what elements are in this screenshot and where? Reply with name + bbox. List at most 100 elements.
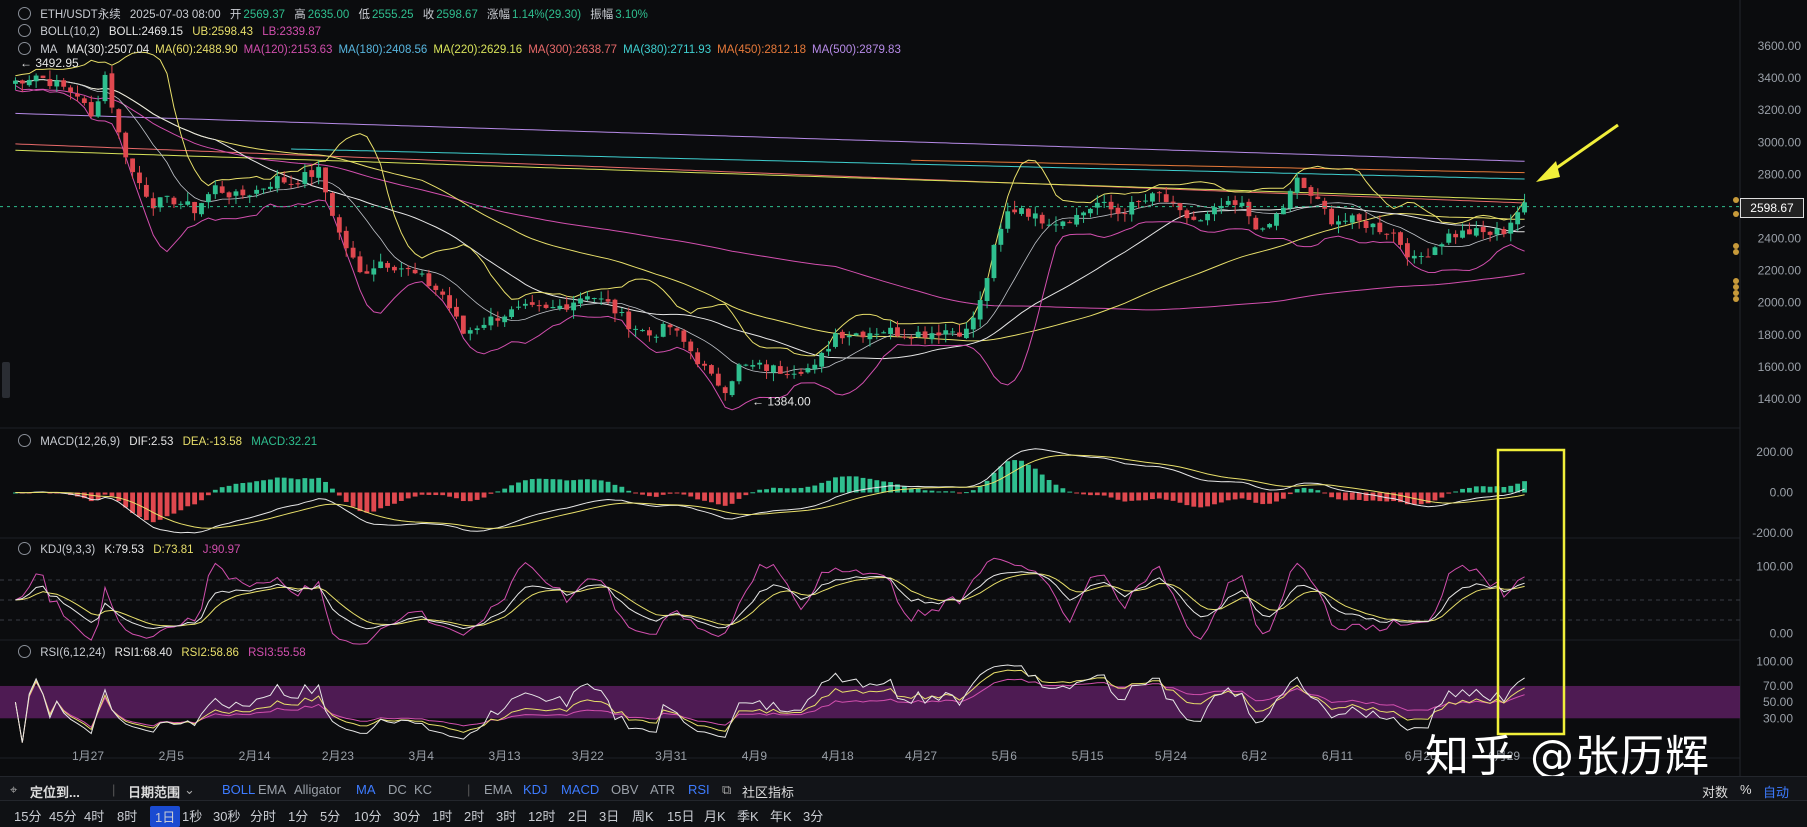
visibility-icon[interactable] [18, 542, 31, 555]
candle-body [1391, 232, 1397, 234]
interval-1时[interactable]: 1时 [432, 809, 453, 824]
macd-bar [895, 484, 900, 493]
interval-年K[interactable]: 年K [770, 809, 792, 824]
macd-bar [529, 479, 535, 493]
candle-body [591, 298, 597, 300]
candle-body [564, 304, 570, 310]
candle-body [1308, 187, 1314, 196]
macd-bar [1032, 468, 1038, 493]
indicator-ma[interactable]: MA [356, 782, 376, 797]
interval-3时[interactable]: 3时 [496, 809, 517, 824]
visibility-icon[interactable] [18, 24, 31, 37]
candle-body [247, 195, 253, 197]
auto-scale-button[interactable]: 自动 [1763, 785, 1790, 800]
macd-bar [1301, 487, 1307, 493]
candle-body [853, 333, 859, 336]
visibility-icon[interactable] [18, 434, 31, 447]
interval-1分[interactable]: 1分 [288, 809, 309, 824]
candle-body [205, 194, 211, 203]
candle-body [1501, 229, 1507, 235]
boll-lower [15, 85, 1525, 411]
interval-1秒[interactable]: 1秒 [182, 809, 203, 824]
interval-45分[interactable]: 45分 [49, 809, 77, 824]
interval-1日[interactable]: 1日 [150, 806, 181, 827]
interval-分时[interactable]: 分时 [250, 809, 277, 824]
interval-15日[interactable]: 15日 [667, 809, 695, 824]
visibility-icon[interactable] [18, 42, 31, 55]
candle-body [736, 364, 742, 382]
candle-body [881, 332, 887, 334]
interval-30分[interactable]: 30分 [393, 809, 421, 824]
interval-30秒[interactable]: 30秒 [213, 809, 241, 824]
chevron-down-icon[interactable]: ⌄ [184, 782, 195, 797]
candle-body [302, 171, 308, 184]
interval-2时[interactable]: 2时 [464, 809, 485, 824]
macd-bar [1136, 492, 1142, 501]
candle-body [1005, 211, 1011, 229]
candle-body [867, 333, 873, 340]
candle-body [1156, 192, 1162, 194]
interval-15分[interactable]: 15分 [14, 809, 42, 824]
candle-body [157, 197, 163, 208]
macd-bar [385, 492, 390, 506]
macd-bar [1122, 492, 1128, 502]
macd-bar [1191, 492, 1197, 507]
macd-bar [970, 490, 976, 493]
interval-3分[interactable]: 3分 [803, 809, 824, 824]
interval-4时[interactable]: 4时 [84, 809, 105, 824]
indicator-kdj[interactable]: KDJ [523, 782, 548, 797]
indicator-dc[interactable]: DC [388, 782, 407, 797]
indicator-alligator[interactable]: Alligator [294, 782, 341, 797]
ma-item-1: MA(60):2488.90 [155, 44, 238, 56]
locate-icon[interactable]: ⌖ [10, 782, 18, 797]
indicator-kc[interactable]: KC [414, 782, 433, 797]
date-tick: 5月6 [992, 749, 1018, 763]
indicator-macd[interactable]: MACD [561, 782, 600, 797]
interval-8时[interactable]: 8时 [117, 809, 138, 824]
indicator-atr[interactable]: ATR [650, 782, 676, 797]
interval-12时[interactable]: 12时 [528, 809, 556, 824]
macd-bar [1404, 492, 1410, 505]
rsi2-line [14, 669, 1525, 743]
interval-3日[interactable]: 3日 [599, 809, 620, 824]
macd-bar [812, 485, 818, 493]
interval-2日[interactable]: 2日 [568, 809, 589, 824]
indicator-ema[interactable]: EMA [484, 782, 513, 797]
visibility-icon[interactable] [18, 645, 31, 658]
candle-body [13, 80, 18, 84]
community-icon: ⧉ [722, 782, 732, 797]
indicator-ema[interactable]: EMA [258, 782, 287, 797]
macd-bar [212, 489, 218, 493]
candle-body [1019, 208, 1024, 214]
interval-月K[interactable]: 月K [704, 809, 726, 824]
candle-body [440, 291, 446, 295]
date-range-button[interactable]: 日期范围 [128, 785, 181, 800]
interval-5分[interactable]: 5分 [320, 809, 341, 824]
visibility-icon[interactable] [18, 7, 31, 20]
interval-季K[interactable]: 季K [737, 809, 759, 824]
candle-body [123, 132, 129, 158]
locate-button[interactable]: 定位到... [30, 785, 80, 800]
community-indicators-button[interactable]: 社区指标 [742, 785, 795, 800]
macd-bar [1094, 492, 1100, 496]
chart-canvas[interactable]: 3600.003400.003200.003000.002800.002600.… [0, 0, 1807, 776]
price-tick: 1400.00 [1758, 392, 1802, 406]
macd-bar [516, 482, 521, 493]
candle-body [1191, 216, 1197, 220]
macd-bar [1074, 492, 1080, 494]
indicator-obv[interactable]: OBV [611, 782, 639, 797]
interval-周K[interactable]: 周K [632, 809, 654, 824]
candle-body [619, 312, 625, 314]
low-value: 2555.25 [371, 9, 414, 21]
candle-body [1494, 228, 1500, 235]
indicator-boll[interactable]: BOLL [222, 782, 256, 797]
boll-mid: BOLL:2469.15 [108, 26, 184, 38]
log-scale-button[interactable]: 对数 [1702, 785, 1729, 800]
macd-bar [757, 489, 763, 493]
macd-bar [205, 492, 211, 496]
indicator-rsi[interactable]: RSI [688, 782, 710, 797]
interval-10分[interactable]: 10分 [354, 809, 382, 824]
ma-item-6: MA(380):2711.93 [623, 44, 712, 56]
macd-bar [1108, 492, 1114, 498]
percent-scale-button[interactable]: % [1740, 782, 1752, 797]
